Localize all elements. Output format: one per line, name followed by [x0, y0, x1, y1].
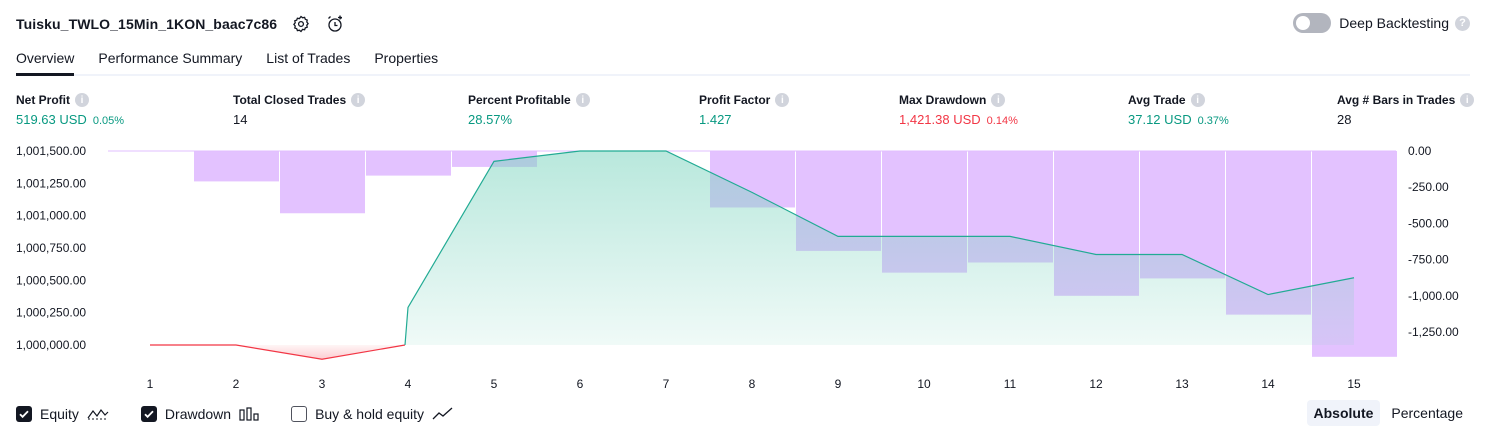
x-axis-label: 11	[1004, 377, 1017, 391]
equity-area	[405, 151, 1354, 345]
info-icon[interactable]: i	[991, 93, 1006, 107]
metric-value: 14	[233, 112, 248, 127]
equity-checkbox[interactable]: Equity	[16, 406, 109, 422]
x-axis-label: 7	[663, 377, 670, 391]
left-axis-label: 1,001,250.00	[16, 176, 86, 190]
drawdown-bars-icon	[239, 407, 259, 421]
right-axis-label: -500.00	[1408, 216, 1449, 230]
info-icon[interactable]: i	[351, 93, 366, 107]
metric-value: 28.57%	[468, 112, 513, 127]
info-icon[interactable]: i	[1460, 93, 1475, 107]
help-icon[interactable]: ?	[1455, 15, 1470, 31]
metric-label: Net Profit	[16, 93, 70, 107]
right-axis-label: -750.00	[1408, 253, 1449, 267]
report-tabs: Overview Performance Summary List of Tra…	[16, 46, 1470, 76]
equity-line-icon	[87, 407, 109, 421]
metric-percent: 0.14%	[986, 115, 1018, 127]
right-axis-label: 0.00	[1408, 144, 1432, 158]
deep-backtesting-label: Deep Backtesting	[1339, 15, 1449, 31]
metric-label: Percent Profitable	[468, 93, 571, 107]
x-axis-label: 10	[917, 377, 931, 391]
x-axis-label: 6	[577, 377, 584, 391]
drawdown-bar	[194, 151, 279, 182]
strategy-header: Tuisku_TWLO_15Min_1KON_baac7c86	[16, 12, 345, 36]
equity-drawdown-chart: 1,001,500.00 1,001,250.00 1,001,000.00 1,00…	[16, 144, 1459, 391]
metric-max-drawdown: Max Drawdown i 1,421.38 USD 0.14%	[899, 93, 1018, 127]
x-axis-label: 15	[1347, 377, 1361, 391]
x-axis-label: 5	[491, 377, 498, 391]
left-axis-label: 1,001,500.00	[16, 144, 86, 158]
strategy-name: Tuisku_TWLO_15Min_1KON_baac7c86	[16, 16, 278, 32]
x-axis-label: 4	[405, 377, 412, 391]
x-axis-label: 2	[233, 377, 240, 391]
left-axis-label: 1,000,750.00	[16, 241, 86, 255]
percentage-button[interactable]: Percentage	[1391, 405, 1463, 421]
x-axis-label: 13	[1175, 377, 1189, 391]
info-icon[interactable]: i	[1190, 93, 1205, 107]
metric-value: 37.12 USD	[1128, 112, 1192, 127]
metric-net-profit: Net Profit i 519.63 USD 0.05%	[16, 93, 124, 127]
tab-performance-summary[interactable]: Performance Summary	[98, 50, 243, 66]
value-mode-switch: Absolute Percentage	[1303, 400, 1471, 426]
metric-percent-profitable: Percent Profitable i 28.57%	[468, 93, 590, 127]
drawdown-bar	[366, 151, 451, 176]
metric-avg-trade: Avg Trade i 37.12 USD 0.37%	[1128, 93, 1229, 127]
buy-hold-checkbox[interactable]: Buy & hold equity	[291, 406, 454, 422]
x-axis-label: 8	[749, 377, 756, 391]
metric-label: Total Closed Trades	[233, 93, 347, 107]
metric-total-closed-trades: Total Closed Trades i 14	[233, 93, 366, 127]
drawdown-label: Drawdown	[164, 406, 232, 422]
left-axis-label: 1,000,000.00	[16, 338, 86, 352]
left-axis-label: 1,001,000.00	[16, 209, 86, 223]
metric-percent: 0.37%	[1197, 115, 1229, 127]
equity-loss-area	[236, 345, 405, 360]
metric-label: Avg Trade	[1128, 93, 1186, 107]
checkbox-unchecked-icon[interactable]	[291, 406, 308, 422]
buy-hold-label: Buy & hold equity	[315, 406, 425, 422]
checkbox-checked-icon[interactable]	[16, 406, 32, 422]
tab-overview[interactable]: Overview	[16, 46, 75, 76]
metric-label: Avg # Bars in Trades	[1337, 93, 1456, 107]
metric-value: 1,421.38 USD	[899, 112, 981, 127]
equity-line	[404, 150, 1355, 346]
absolute-button[interactable]: Absolute	[1306, 400, 1381, 426]
tab-properties[interactable]: Properties	[374, 50, 439, 66]
right-axis-label: -1,000.00	[1408, 289, 1459, 303]
x-axis-label: 1	[147, 377, 154, 391]
buy-hold-line-icon	[432, 407, 454, 421]
metric-label: Max Drawdown	[899, 93, 987, 107]
left-axis-label: 1,000,250.00	[16, 306, 86, 320]
settings-icon[interactable]	[291, 14, 311, 34]
info-icon[interactable]: i	[575, 93, 590, 107]
tab-list-of-trades[interactable]: List of Trades	[266, 50, 351, 66]
metric-percent: 0.05%	[92, 115, 125, 127]
info-icon[interactable]: i	[775, 93, 790, 107]
right-axis-label: -250.00	[1408, 180, 1449, 194]
x-axis-label: 3	[319, 377, 326, 391]
deep-backtesting: Deep Backtesting ?	[1293, 13, 1470, 33]
metric-value: 1.427	[699, 112, 732, 127]
x-axis-label: 9	[835, 377, 842, 391]
drawdown-bar	[280, 151, 365, 214]
x-axis-label: 14	[1261, 377, 1275, 391]
metric-value: 519.63 USD	[16, 112, 87, 127]
checkbox-checked-icon[interactable]	[140, 406, 157, 422]
info-icon[interactable]: i	[75, 93, 89, 107]
right-axis-label: -1,250.00	[1408, 325, 1459, 339]
metric-label: Profit Factor	[699, 93, 771, 107]
equity-line-loss	[150, 344, 406, 360]
chart-legend: Equity Drawdown Buy & hold equity	[16, 402, 1470, 426]
metric-value: 28	[1337, 112, 1352, 127]
metric-avg-bars-in-trades: Avg # Bars in Trades i 28	[1337, 93, 1475, 127]
deep-backtesting-toggle[interactable]	[1293, 13, 1332, 33]
drawdown-checkbox[interactable]: Drawdown	[140, 406, 259, 422]
x-axis-label: 12	[1089, 377, 1103, 391]
metric-profit-factor: Profit Factor i 1.427	[699, 93, 790, 127]
equity-label: Equity	[40, 406, 79, 422]
add-alert-icon[interactable]	[325, 14, 345, 34]
left-axis-label: 1,000,500.00	[16, 273, 86, 287]
